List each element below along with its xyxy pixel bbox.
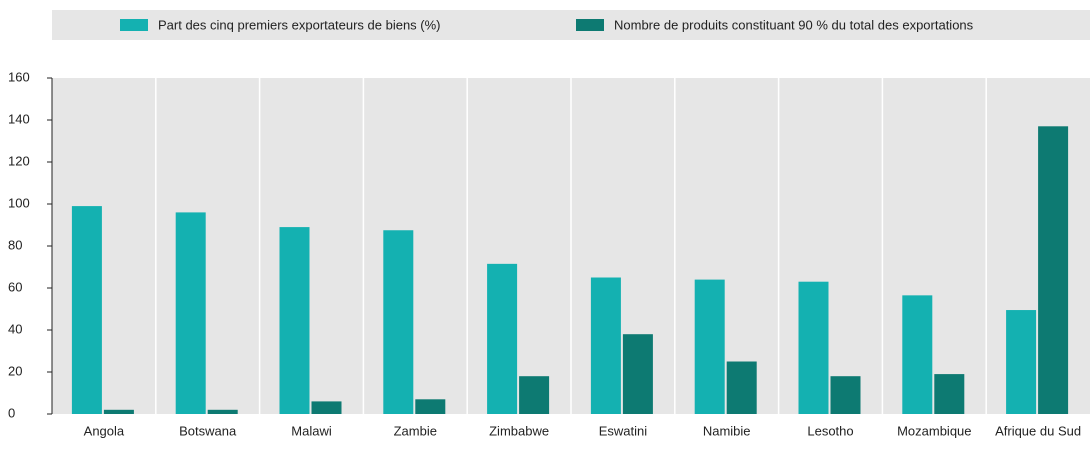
x-tick-label: Namibie (703, 423, 751, 438)
bar (487, 263, 518, 414)
legend-swatch (120, 19, 148, 31)
bar (1038, 126, 1069, 415)
legend-label: Part des cinq premiers exportateurs de b… (158, 17, 441, 32)
bar (71, 206, 102, 414)
bar (590, 277, 621, 414)
bar (1006, 310, 1037, 414)
y-tick-label: 160 (8, 69, 30, 84)
bar (934, 374, 965, 414)
y-tick-label: 0 (8, 405, 15, 420)
legend-label: Nombre de produits constituant 90 % du t… (614, 17, 974, 32)
legend-swatch (576, 19, 604, 31)
bar (103, 409, 134, 414)
x-tick-label: Afrique du Sud (995, 423, 1081, 438)
bar (830, 376, 861, 414)
bar (902, 295, 933, 414)
y-tick-label: 20 (8, 363, 22, 378)
y-tick-label: 60 (8, 279, 22, 294)
bar (622, 334, 653, 414)
bar (175, 212, 206, 414)
bar (311, 401, 342, 414)
x-tick-label: Mozambique (897, 423, 971, 438)
y-tick-label: 80 (8, 237, 22, 252)
bar (415, 399, 446, 414)
x-tick-label: Lesotho (807, 423, 853, 438)
legend-background (52, 10, 1090, 40)
bar (279, 227, 310, 414)
y-tick-label: 120 (8, 153, 30, 168)
x-tick-label: Eswatini (599, 423, 648, 438)
bar (383, 230, 414, 414)
y-tick-label: 100 (8, 195, 30, 210)
y-tick-label: 40 (8, 321, 22, 336)
x-tick-label: Zambie (394, 423, 437, 438)
bar (726, 361, 757, 414)
bar (519, 376, 550, 414)
x-tick-label: Angola (84, 423, 125, 438)
bar (798, 281, 829, 414)
bar (207, 409, 238, 414)
x-tick-label: Botswana (179, 423, 237, 438)
y-tick-label: 140 (8, 111, 30, 126)
bar (694, 279, 725, 414)
x-tick-label: Zimbabwe (489, 423, 549, 438)
x-tick-label: Malawi (291, 423, 332, 438)
